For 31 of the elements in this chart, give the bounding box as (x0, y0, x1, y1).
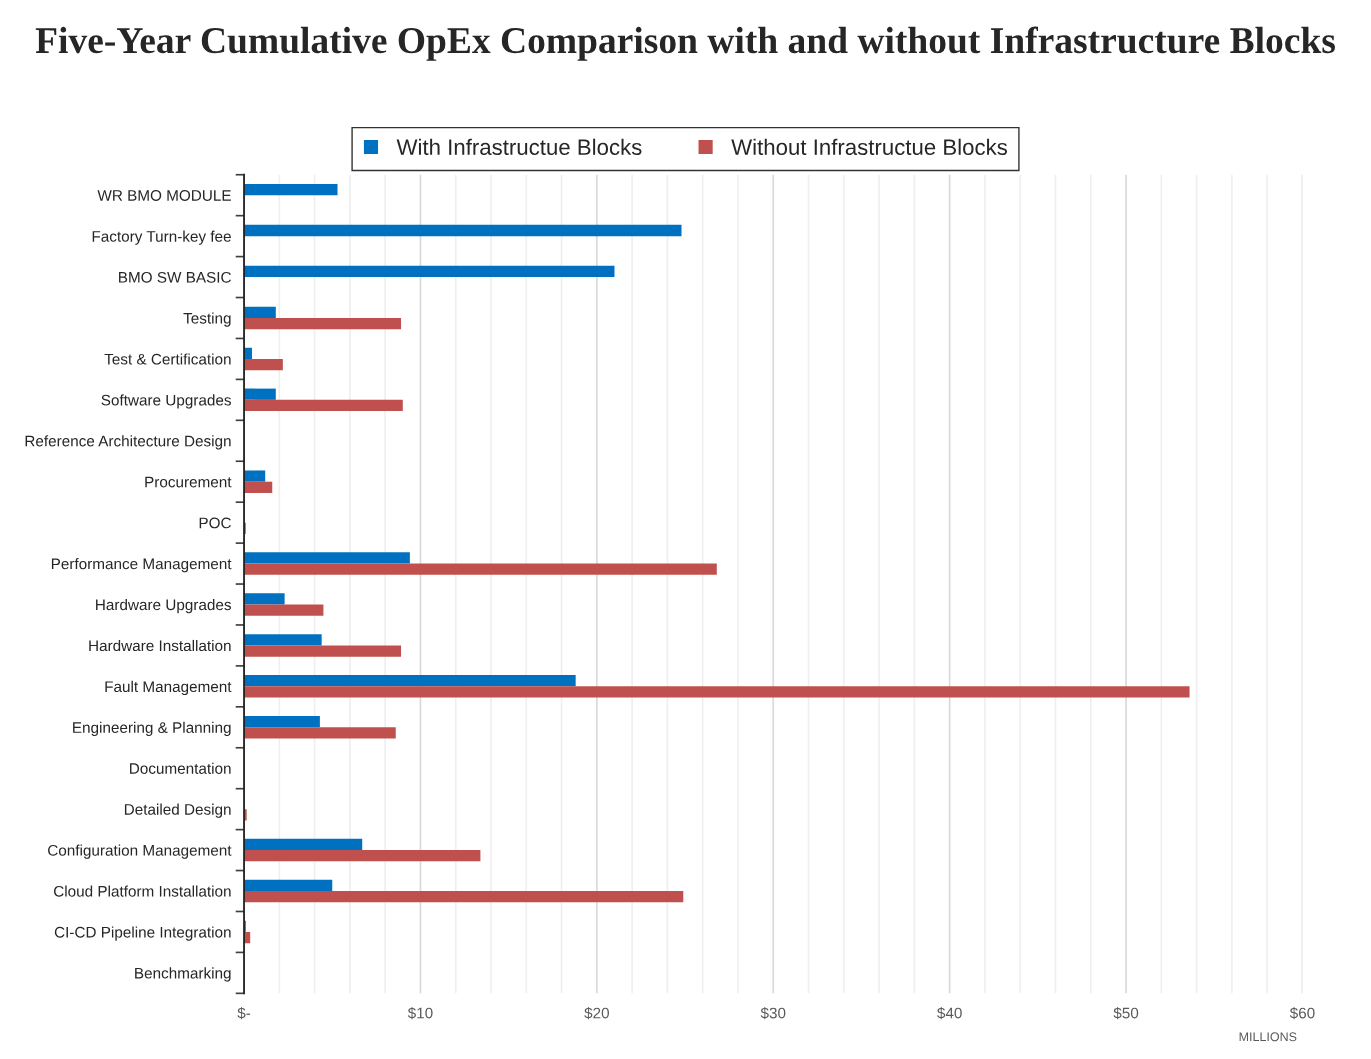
y-tick-label: CI-CD Pipeline Integration (54, 926, 231, 941)
y-tick-label: WR BMO MODULE (97, 190, 231, 201)
legend-label: Without Infrastructue Blocks (731, 138, 1008, 156)
y-tick-label: Hardware Installation (89, 639, 231, 652)
y-tick-label: Hardware Upgrades (96, 598, 231, 614)
y-tick-label: Procurement (145, 476, 232, 488)
y-tick-label: Benchmarking (135, 967, 231, 982)
text: MILLIONS (1239, 1032, 1297, 1042)
x-tick-label: $50 (1113, 1006, 1139, 1020)
y-tick-label: Testing (183, 312, 231, 327)
y-tick-label: Fault Management (105, 680, 232, 696)
x-tick-label: $- (237, 1006, 251, 1020)
chart-title: Five-Year Cumulative OpEx Comparison with and without Infrastructure Blocks (35, 26, 1335, 61)
x-tick-label: $20 (584, 1006, 609, 1020)
x-tick-label: $60 (1289, 1006, 1315, 1020)
y-tick-label: Performance Management (51, 558, 232, 573)
y-tick-label: Cloud Platform Installation (54, 885, 231, 897)
y-tick-label: Documentation (130, 762, 231, 774)
x-tick-label: $40 (937, 1006, 962, 1020)
y-tick-label: Test & Certification (104, 353, 231, 365)
y-tick-label: POC (199, 517, 231, 529)
y-tick-label: Reference Architecture Design (25, 435, 231, 450)
y-tick-label: Factory Turn-key fee (92, 230, 231, 245)
y-tick-label: Engineering & Planning (73, 721, 231, 736)
y-tick-label: Software Upgrades (101, 394, 231, 409)
y-tick-label: Configuration Management (48, 844, 232, 859)
legend-label: With Infrastructue Blocks (396, 138, 642, 156)
x-tick-label: $30 (760, 1006, 786, 1020)
x-tick-label: $10 (407, 1006, 433, 1020)
y-tick-label: Detailed Design (124, 803, 231, 818)
y-tick-label: BMO SW BASIC (119, 271, 231, 283)
